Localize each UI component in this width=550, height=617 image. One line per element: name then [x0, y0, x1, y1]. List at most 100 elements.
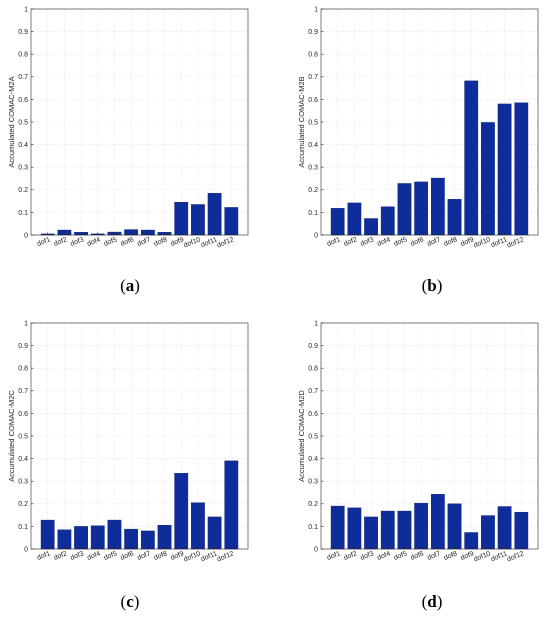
bar-dof4 — [380, 206, 395, 236]
x-tick-label: dof5 — [103, 236, 118, 248]
bar-dof12 — [224, 460, 239, 550]
y-tick-label: 0.8 — [18, 52, 28, 59]
x-tick-label: dof8 — [153, 236, 168, 248]
bar-dof3 — [74, 526, 88, 550]
y-tick-label: 0.3 — [18, 479, 28, 486]
bar-dof10 — [481, 122, 495, 236]
x-tick-label: dof6 — [120, 550, 135, 562]
y-tick-label: 0.4 — [308, 456, 318, 463]
bar-dof10 — [191, 204, 205, 236]
bar-dof2 — [57, 529, 72, 550]
bar-dof9 — [174, 473, 189, 550]
y-tick-label: 0.1 — [308, 524, 318, 531]
y-tick-label: 0 — [314, 546, 318, 553]
x-tick-label: dof8 — [443, 236, 458, 248]
x-tick-label: dof6 — [410, 236, 425, 248]
bar-dof5 — [397, 183, 412, 236]
x-tick-label: dof12 — [506, 236, 525, 249]
bar-dof11 — [207, 192, 222, 236]
x-tick-label: dof1 — [36, 550, 51, 562]
bar-dof9 — [464, 80, 479, 236]
chart-panel-a: 0 0.1 0.2 0.3 0.4 0.5 0.6 0.7 0.8 0.9 1 dof1 dof2 dof… — [0, 0, 270, 300]
bar-dof8 — [447, 503, 462, 550]
x-tick-label: dof2 — [53, 236, 68, 248]
caption-label-b: b — [427, 276, 437, 295]
bar-dof4 — [90, 525, 105, 550]
x-tick-label: dof4 — [86, 550, 101, 562]
bar-dof7 — [140, 530, 155, 550]
x-tick-label: dof12 — [216, 236, 235, 249]
x-tick-label: dof1 — [326, 550, 341, 562]
bar-dof12 — [514, 511, 529, 550]
bar-dof11 — [497, 506, 512, 550]
y-tick-label: 0.1 — [18, 524, 28, 531]
x-tick-label: dof9 — [170, 236, 185, 248]
y-tick-label: 1 — [314, 6, 318, 13]
x-tick-label: dof1 — [36, 236, 51, 248]
x-tick-label: dof5 — [103, 550, 118, 562]
y-tick-label: 0.2 — [18, 187, 28, 194]
y-tick-label: 0 — [24, 546, 28, 553]
caption-d: (d) — [421, 592, 443, 611]
caption-label-c: c — [126, 592, 134, 611]
y-tick-label: 1 — [24, 6, 28, 13]
y-tick-label: 0.4 — [18, 142, 28, 149]
x-tick-label: dof4 — [376, 236, 391, 248]
x-tick-label: dof5 — [393, 550, 408, 562]
caption-c: (c) — [120, 592, 140, 611]
chart-panel-b: 0 0.1 0.2 0.3 0.4 0.5 0.6 0.7 0.8 0.9 1 dof1 dof2 dof… — [290, 0, 550, 300]
y-tick-label: 0.4 — [18, 456, 28, 463]
y-tick-label: 0.6 — [18, 411, 28, 418]
y-tick-label: 0.9 — [18, 29, 28, 36]
y-tick-label: 0.5 — [308, 433, 318, 440]
bar-dof6 — [414, 181, 429, 236]
y-tick-label: 0.2 — [308, 501, 318, 508]
bar-dof12 — [224, 207, 239, 236]
bar-dof6 — [124, 528, 139, 550]
x-tick-label: dof4 — [376, 550, 391, 562]
x-tick-label: dof10 — [183, 236, 202, 249]
x-tick-label: dof8 — [443, 550, 458, 562]
x-tick-label: dof3 — [70, 236, 85, 248]
caption-b: (b) — [421, 276, 443, 295]
y-tick-label: 0.9 — [308, 29, 318, 36]
x-tick-label: dof2 — [53, 550, 68, 562]
y-tick-label: 0.5 — [308, 119, 318, 126]
x-tick-label: dof4 — [86, 236, 101, 248]
x-tick-label: dof9 — [460, 550, 475, 562]
y-axis-label: Accumulated COMAC-M2A — [7, 76, 16, 167]
y-tick-label: 0.5 — [18, 433, 28, 440]
y-tick-label: 0.7 — [308, 388, 318, 395]
y-tick-label: 0.3 — [308, 165, 318, 172]
bar-dof3 — [364, 516, 378, 550]
x-tick-label: dof6 — [120, 236, 135, 248]
x-tick-label: dof9 — [460, 236, 475, 248]
y-tick-label: 0 — [314, 232, 318, 239]
y-tick-label: 0.5 — [18, 119, 28, 126]
x-tick-label: dof7 — [136, 236, 151, 248]
y-tick-label: 0.7 — [18, 388, 28, 395]
x-tick-label: dof9 — [170, 550, 185, 562]
y-tick-label: 0.7 — [18, 74, 28, 81]
y-tick-label: 0.3 — [308, 479, 318, 486]
bar-dof1 — [330, 505, 345, 550]
bar-dof1 — [330, 208, 345, 236]
y-tick-label: 0.6 — [18, 97, 28, 104]
y-tick-label: 0.4 — [308, 142, 318, 149]
y-tick-label: 0.1 — [18, 210, 28, 217]
bar-dof8 — [157, 525, 172, 550]
y-tick-label: 0.8 — [308, 366, 318, 373]
y-tick-label: 0.8 — [308, 52, 318, 59]
y-tick-label: 0.6 — [308, 411, 318, 418]
bar-dof11 — [207, 516, 222, 550]
bar-dof12 — [514, 102, 529, 236]
bar-dof5 — [107, 519, 122, 550]
y-tick-label: 0.9 — [308, 343, 318, 350]
x-tick-label: dof1 — [326, 236, 341, 248]
x-tick-label: dof2 — [343, 236, 358, 248]
bar-dof6 — [414, 502, 429, 550]
chart-panel-c: 0 0.1 0.2 0.3 0.4 0.5 0.6 0.7 0.8 0.9 1 dof1 dof2 dof… — [0, 314, 270, 614]
bar-dof8 — [447, 199, 462, 236]
